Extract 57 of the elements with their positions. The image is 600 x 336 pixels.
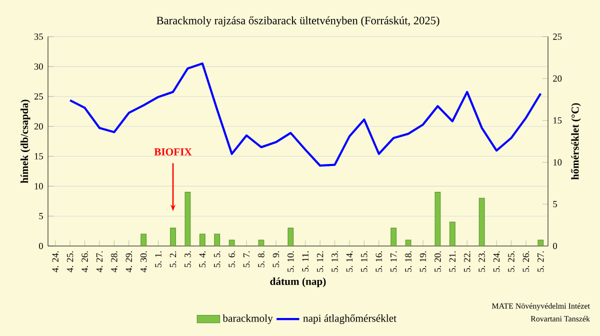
y2-tick-label: 15 bbox=[554, 117, 562, 124]
x-tick-label: 5. 26. bbox=[522, 251, 530, 272]
x-tick-label: 5. 6. bbox=[228, 251, 235, 268]
y-tick-label: 20 bbox=[34, 123, 43, 130]
x-tick-label: 5. 17. bbox=[390, 251, 397, 272]
x-tick-label: 5. 27. bbox=[538, 251, 544, 272]
x-tick-label: 5. 12. bbox=[316, 251, 324, 272]
chart-title: Barackmoly rajzása őszibarack ültetvényben (Forráskút, 2025) bbox=[156, 16, 440, 27]
x-tick-label: 5. 21. bbox=[449, 251, 456, 272]
x-tick-label: 5. 2. bbox=[170, 251, 176, 268]
x-tick-label: 5. 5. bbox=[214, 251, 220, 268]
x-tick-label: 5. 20. bbox=[434, 251, 441, 272]
x-tick-label: 5. 25. bbox=[508, 251, 514, 272]
x-axis-title: dátum (nap) bbox=[270, 278, 326, 288]
y-axis-title: hímek (db/csapda) bbox=[20, 100, 30, 184]
bar bbox=[449, 222, 456, 246]
x-tick-label: 5. 16. bbox=[376, 251, 382, 272]
x-tick-label: 5. 3. bbox=[184, 251, 191, 268]
x-tick-label: 4. 28. bbox=[111, 251, 118, 272]
y2-tick-label: 20 bbox=[553, 75, 562, 82]
x-tick-label: 5. 24. bbox=[493, 251, 500, 272]
x-tick-label: 5. 10. bbox=[287, 251, 294, 272]
x-tick-label: 5. 23. bbox=[478, 251, 485, 272]
x-tick-label: 5. 9. bbox=[272, 251, 280, 268]
y-tick-label: 5 bbox=[39, 213, 43, 220]
y2-tick-label: 10 bbox=[554, 159, 562, 166]
line-series bbox=[68, 62, 542, 167]
x-tick-label: 4. 30. bbox=[140, 251, 147, 272]
legend-label: napi átlaghőmérséklet bbox=[303, 314, 396, 324]
x-tick-label: 4. 29. bbox=[126, 251, 132, 272]
x-tick-label: 5. 1. bbox=[155, 251, 162, 268]
x-tick-label: 4. 24. bbox=[52, 251, 58, 272]
x-tick-label: 4. 26. bbox=[82, 251, 88, 272]
y2-tick-label: 5 bbox=[553, 201, 557, 208]
y2-tick-label: 0 bbox=[553, 242, 557, 250]
x-tick-label: 5. 7. bbox=[243, 251, 250, 268]
y-tick-label: 15 bbox=[34, 153, 43, 160]
y-tick-label: 25 bbox=[34, 93, 43, 100]
x-tick-label: 5. 4. bbox=[199, 251, 206, 268]
x-tick-label: 5. 13. bbox=[332, 251, 338, 272]
y-tick-label: 10 bbox=[34, 183, 43, 190]
y-tick-label: 35 bbox=[34, 34, 43, 40]
x-tick-label: 5. 8. bbox=[258, 251, 264, 268]
x-tick-label: 5. 19. bbox=[420, 251, 426, 272]
y-tick-label: 30 bbox=[34, 63, 43, 70]
y2-axis-title: hőmérséklet (°C) bbox=[571, 103, 581, 180]
x-tick-label: 5. 11. bbox=[302, 251, 308, 272]
x-tick-label: 5. 18. bbox=[405, 251, 412, 272]
x-tick-label: 5. 15. bbox=[361, 251, 368, 272]
x-tick-label: 4. 27. bbox=[96, 251, 103, 272]
x-tick-label: 5. 14. bbox=[346, 251, 353, 272]
y-tick-label: 0 bbox=[39, 242, 43, 250]
legend-label: barackmoly bbox=[222, 314, 273, 324]
x-tick-label: 5. 22. bbox=[464, 251, 470, 272]
y2-tick-label: 25 bbox=[553, 34, 562, 40]
annotation: BIOFIX bbox=[154, 148, 192, 156]
x-tick-label: 4. 25. bbox=[66, 251, 74, 272]
